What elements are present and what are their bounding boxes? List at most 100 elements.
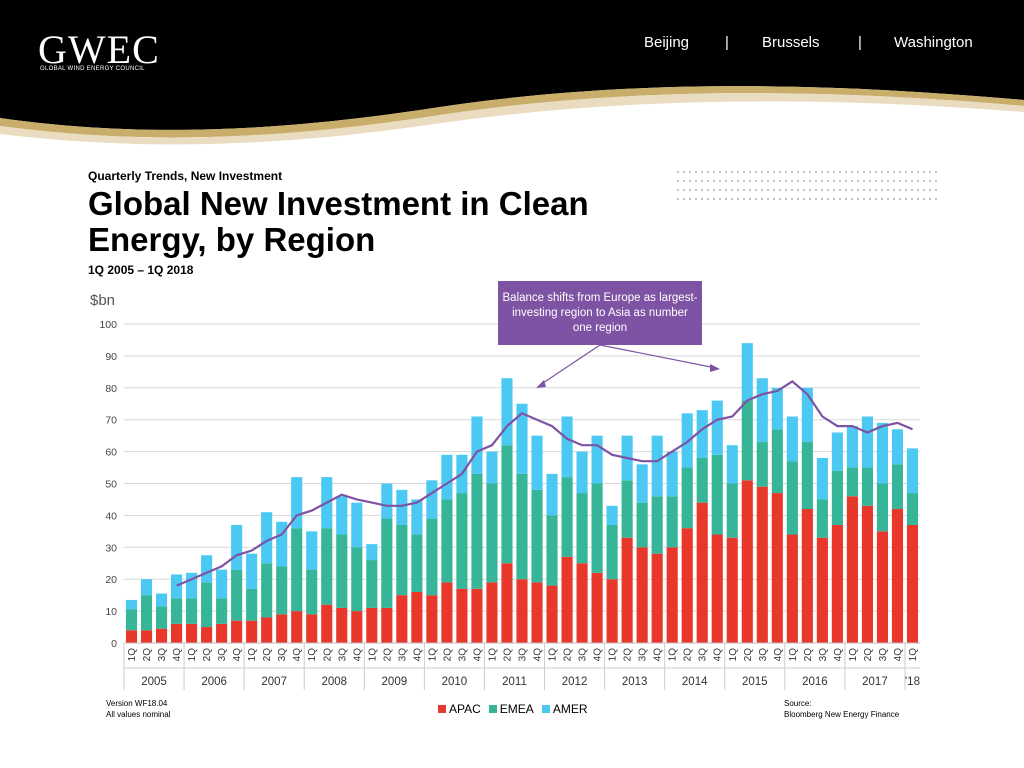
decorative-dot [905,180,907,182]
decorative-dot [713,198,715,200]
bar-apac [846,496,858,643]
decorative-dot [857,198,859,200]
legend-label: EMEA [499,702,534,716]
decorative-dot [887,189,889,191]
bar-apac [606,579,618,643]
decorative-dot [917,180,919,182]
header-banner [0,0,1024,145]
bar-emea [155,606,168,629]
decorative-dot [731,189,733,191]
bar-apac [816,537,828,643]
bar-amer [426,480,438,519]
bar-amer [726,445,738,484]
callout-arrow-left [539,344,601,386]
decorative-dot [749,180,751,182]
bar-emea [486,483,498,583]
bar-emea [621,480,633,538]
source-text: Bloomberg New Energy Finance [784,710,900,719]
bar-amer [171,574,183,599]
x-tick-label: 2Q [442,648,453,662]
decorative-dot [731,198,733,200]
city-separator: | [725,34,729,51]
decorative-dot [827,171,829,173]
chart-legend: APAC EMEA AMER [438,702,587,716]
bar-amer [306,531,318,570]
decorative-dot [719,180,721,182]
decorative-dot [923,180,925,182]
date-range: 1Q 2005 – 1Q 2018 [88,263,194,277]
decorative-dot [905,198,907,200]
decorative-dot [731,171,733,173]
x-tick-label: 4Q [593,648,604,662]
bar-apac [711,534,723,643]
bar-apac [201,627,213,643]
x-tick-label: 1Q [307,648,318,662]
decorative-dot [743,180,745,182]
decorative-dot [929,189,931,191]
bar-emea [321,528,333,605]
bar-apac [456,588,468,643]
bar-emea [636,502,648,548]
x-tick-label: 1Q [608,648,619,662]
bar-amer [666,451,678,497]
bar-emea [876,483,889,532]
bar-apac [216,623,228,643]
decorative-dot [815,198,817,200]
y-tick-label: 70 [105,415,117,427]
decorative-dot [677,171,679,173]
gwec-logo-subtitle: GLOBAL WIND ENERGY COUNCIL [40,66,145,72]
decorative-dot [695,171,697,173]
decorative-dot [779,189,781,191]
decorative-dot [773,180,775,182]
decorative-dot [917,171,919,173]
bar-amer [486,451,498,484]
bar-amer [651,435,663,497]
year-label: 2005 [141,676,167,688]
decorative-dot [857,189,859,191]
version-note: Version WF18.04 [106,699,168,708]
x-tick-label: 1Q [487,648,498,662]
decorative-dot [797,189,799,191]
bar-apac [501,563,513,643]
x-tick-label: 3Q [217,648,228,662]
decorative-dot [869,180,871,182]
decorative-dot [725,171,727,173]
decorative-dot [809,198,811,200]
decorative-dot [701,171,703,173]
decorative-dot [911,171,913,173]
bar-apac [411,591,423,643]
decorative-dot [725,189,727,191]
x-tick-label: 1Q [848,648,859,662]
decorative-dot [887,180,889,182]
bar-amer [741,343,753,401]
decorative-dot [695,198,697,200]
legend-item-apac: APAC [438,702,481,716]
decorative-dot [761,189,763,191]
bar-amer [876,422,889,484]
bar-apac [591,572,603,643]
decorative-dot [779,180,781,182]
bar-amer [561,416,573,478]
bar-amer [396,489,408,525]
bar-emea [786,461,798,535]
x-tick-label: 3Q [758,648,769,662]
bar-amer [381,483,393,519]
decorative-dot [815,171,817,173]
bar-emea [711,454,723,535]
bar-amer [471,416,483,474]
x-tick-label: 1Q [728,648,739,662]
decorative-dot [809,189,811,191]
decorative-dot [749,171,751,173]
bar-apac [891,509,904,643]
bar-amer [261,512,273,564]
bar-apac [291,611,303,643]
decorative-dot [791,189,793,191]
x-tick-label: 3Q [638,648,649,662]
bar-emea [306,569,318,615]
decorative-dot [911,189,913,191]
x-tick-label: 1Q [788,648,799,662]
x-tick-label: 3Q [157,648,168,662]
decorative-dot [839,189,841,191]
bar-emea [276,566,288,615]
bar-apac [696,502,708,643]
